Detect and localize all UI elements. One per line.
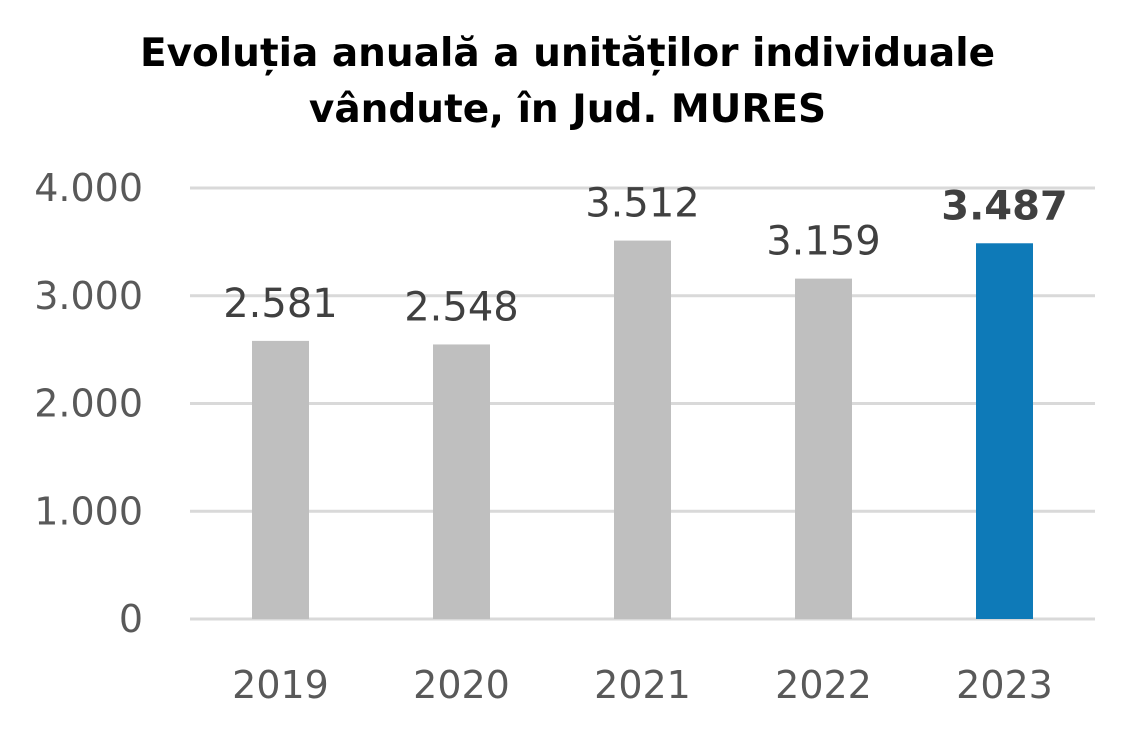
y-tick-label: 0 [119,597,143,641]
chart-title: Evoluția anuală a unităților individuale… [139,31,996,132]
y-tick-label: 3.000 [34,274,143,318]
bar-2020 [433,344,490,619]
y-tick-label: 1.000 [34,489,143,533]
bars [252,240,1033,619]
bar-2021 [614,240,671,619]
y-tick-label: 4.000 [34,166,143,210]
y-tick-label: 2.000 [34,382,143,426]
x-tick-label-2022: 2022 [775,663,872,707]
x-tick-label-2021: 2021 [594,663,691,707]
data-label-2022: 3.159 [766,219,881,265]
x-tick-label-2023: 2023 [956,663,1053,707]
data-labels: 2.581 2.548 3.512 3.159 3.487 [223,181,1068,331]
x-axis-ticks: 2019 2020 2021 2022 2023 [232,663,1053,707]
bar-2022 [795,278,852,619]
y-axis-ticks: 0 1.000 2.000 3.000 4.000 [34,166,143,641]
data-label-2020: 2.548 [404,284,519,330]
bar-2023 [976,243,1033,619]
data-label-2019: 2.581 [223,281,338,327]
bar-2019 [252,340,309,619]
data-label-2021: 3.512 [585,181,700,227]
x-tick-label-2020: 2020 [413,663,510,707]
data-label-2023: 3.487 [941,183,1068,229]
x-tick-label-2019: 2019 [232,663,329,707]
